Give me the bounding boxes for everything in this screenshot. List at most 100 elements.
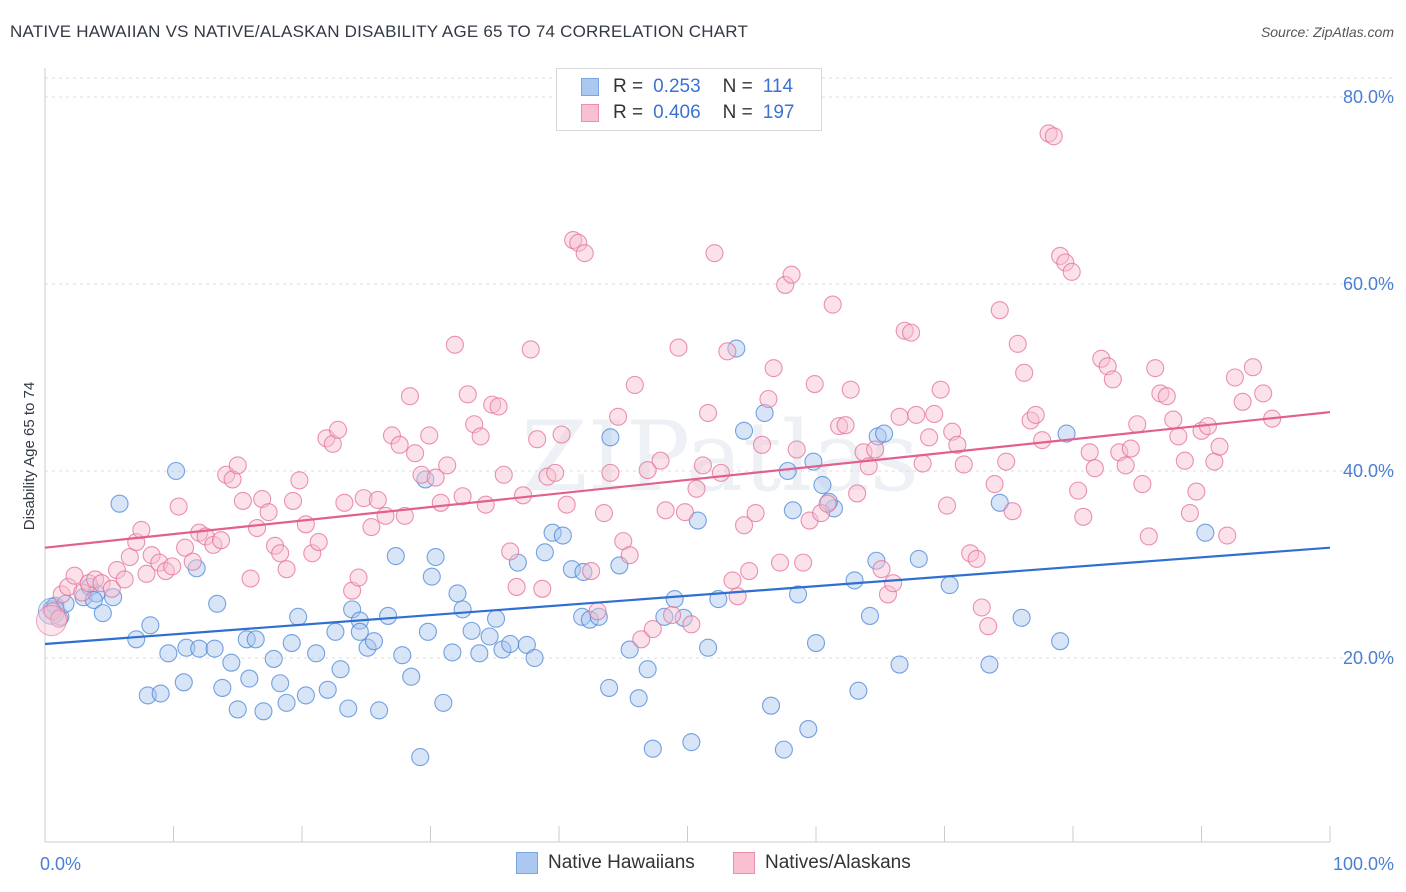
native-hawaiians-point[interactable] (638, 660, 657, 679)
natives-alaskans-point[interactable] (979, 617, 998, 636)
natives-alaskans-point[interactable] (453, 487, 472, 506)
native-hawaiians-point[interactable] (177, 638, 196, 657)
native-hawaiians-point[interactable] (448, 584, 467, 603)
natives-alaskans-point[interactable] (513, 486, 533, 505)
natives-alaskans-point[interactable] (528, 430, 547, 449)
native-hawaiians-point[interactable] (246, 630, 265, 649)
native-hawaiians-point[interactable] (674, 608, 693, 627)
natives-alaskans-point[interactable] (1218, 526, 1237, 545)
natives-alaskans-point[interactable] (115, 570, 134, 589)
natives-alaskans-point[interactable] (303, 544, 322, 563)
natives-alaskans-point[interactable] (1039, 124, 1058, 143)
natives-alaskans-point[interactable] (805, 374, 824, 394)
natives-alaskans-point[interactable] (907, 405, 926, 424)
native-hawaiians-point[interactable] (151, 684, 170, 703)
natives-alaskans-point[interactable] (458, 385, 477, 404)
natives-alaskans-point[interactable] (176, 538, 195, 557)
native-hawaiians-point[interactable] (761, 696, 781, 715)
native-hawaiians-point[interactable] (990, 493, 1009, 512)
natives-alaskans-point[interactable] (107, 561, 127, 580)
natives-alaskans-point[interactable] (376, 506, 395, 525)
natives-alaskans-point[interactable] (137, 564, 156, 583)
natives-alaskans-point[interactable] (699, 403, 718, 423)
natives-alaskans-point[interactable] (471, 427, 490, 446)
native-hawaiians-point[interactable] (282, 633, 301, 653)
natives-alaskans-point[interactable] (588, 602, 607, 621)
native-hawaiians-point[interactable] (393, 646, 412, 665)
natives-alaskans-point[interactable] (1146, 359, 1165, 378)
native-hawaiians-point[interactable] (240, 669, 259, 688)
natives-alaskans-point[interactable] (1225, 368, 1244, 387)
natives-alaskans-point[interactable] (328, 420, 348, 439)
natives-alaskans-point[interactable] (1254, 384, 1273, 403)
natives-alaskans-point[interactable] (483, 395, 502, 414)
natives-alaskans-point[interactable] (669, 338, 688, 357)
native-hawaiians-point[interactable] (1051, 632, 1070, 651)
native-hawaiians-point[interactable] (543, 523, 562, 542)
native-hawaiians-point[interactable] (480, 627, 499, 646)
natives-alaskans-point[interactable] (233, 491, 252, 510)
natives-alaskans-point[interactable] (594, 504, 614, 523)
natives-alaskans-point[interactable] (426, 468, 445, 487)
natives-alaskans-point[interactable] (1164, 410, 1183, 429)
natives-alaskans-point[interactable] (890, 407, 909, 426)
native-hawaiians-point[interactable] (350, 622, 369, 641)
natives-alaskans-point[interactable] (546, 463, 565, 482)
natives-alaskans-point[interactable] (501, 542, 520, 561)
natives-alaskans-point[interactable] (1092, 349, 1111, 368)
natives-alaskans-point[interactable] (663, 605, 682, 625)
native-hawaiians-point[interactable] (205, 639, 224, 658)
natives-alaskans-point[interactable] (552, 425, 571, 444)
natives-alaskans-point[interactable] (73, 583, 92, 602)
natives-alaskans-point[interactable] (872, 560, 891, 579)
natives-alaskans-point[interactable] (120, 547, 139, 567)
natives-alaskans-point[interactable] (247, 518, 267, 538)
natives-alaskans-point[interactable] (582, 561, 601, 581)
natives-alaskans-point[interactable] (1062, 262, 1081, 281)
natives-alaskans-point[interactable] (575, 244, 594, 263)
natives-alaskans-point[interactable] (609, 407, 628, 426)
natives-alaskans-point[interactable] (156, 561, 175, 581)
natives-alaskans-point[interactable] (812, 504, 831, 523)
natives-alaskans-point[interactable] (687, 479, 706, 498)
native-hawaiians-point[interactable] (358, 638, 377, 657)
natives-alaskans-point[interactable] (913, 454, 932, 473)
natives-alaskans-point[interactable] (818, 494, 837, 513)
legend-item-native-hawaiians[interactable]: Native Hawaiians (516, 852, 695, 874)
natives-alaskans-point[interactable] (211, 531, 231, 550)
natives-alaskans-point[interactable] (823, 295, 842, 314)
natives-alaskans-point[interactable] (564, 231, 583, 250)
natives-alaskans-point[interactable] (290, 471, 309, 490)
natives-alaskans-point[interactable] (794, 553, 813, 572)
natives-alaskans-point[interactable] (878, 585, 898, 604)
native-hawaiians-point[interactable] (620, 640, 639, 659)
natives-alaskans-point[interactable] (601, 463, 620, 482)
native-hawaiians-point[interactable] (774, 740, 793, 759)
natives-alaskans-point[interactable] (1003, 502, 1022, 521)
natives-alaskans-point[interactable] (1021, 411, 1040, 430)
native-hawaiians-point[interactable] (601, 428, 620, 447)
natives-alaskans-point[interactable] (50, 609, 69, 628)
native-hawaiians-point[interactable] (422, 567, 441, 586)
natives-alaskans-point[interactable] (675, 503, 694, 522)
native-hawaiians-point[interactable] (1012, 608, 1031, 627)
natives-alaskans-point[interactable] (253, 489, 272, 509)
native-hawaiians-point[interactable] (1196, 523, 1215, 542)
natives-alaskans-point[interactable] (638, 461, 657, 480)
natives-alaskans-point[interactable] (972, 598, 991, 617)
natives-alaskans-point[interactable] (625, 375, 644, 395)
natives-alaskans-point[interactable] (1026, 405, 1045, 424)
natives-alaskans-point[interactable] (1233, 392, 1252, 411)
native-hawaiians-point[interactable] (755, 403, 774, 423)
native-hawaiians-point[interactable] (318, 680, 337, 699)
natives-alaskans-point[interactable] (1033, 431, 1052, 450)
natives-alaskans-point[interactable] (494, 465, 513, 484)
natives-alaskans-point[interactable] (954, 455, 973, 474)
native-hawaiians-point[interactable] (453, 600, 472, 619)
natives-alaskans-point[interactable] (895, 321, 914, 340)
native-hawaiians-point[interactable] (222, 653, 241, 672)
native-hawaiians-point[interactable] (331, 660, 350, 679)
natives-alaskans-point[interactable] (395, 506, 414, 525)
native-hawaiians-point[interactable] (434, 693, 453, 712)
native-hawaiians-point[interactable] (254, 702, 273, 721)
